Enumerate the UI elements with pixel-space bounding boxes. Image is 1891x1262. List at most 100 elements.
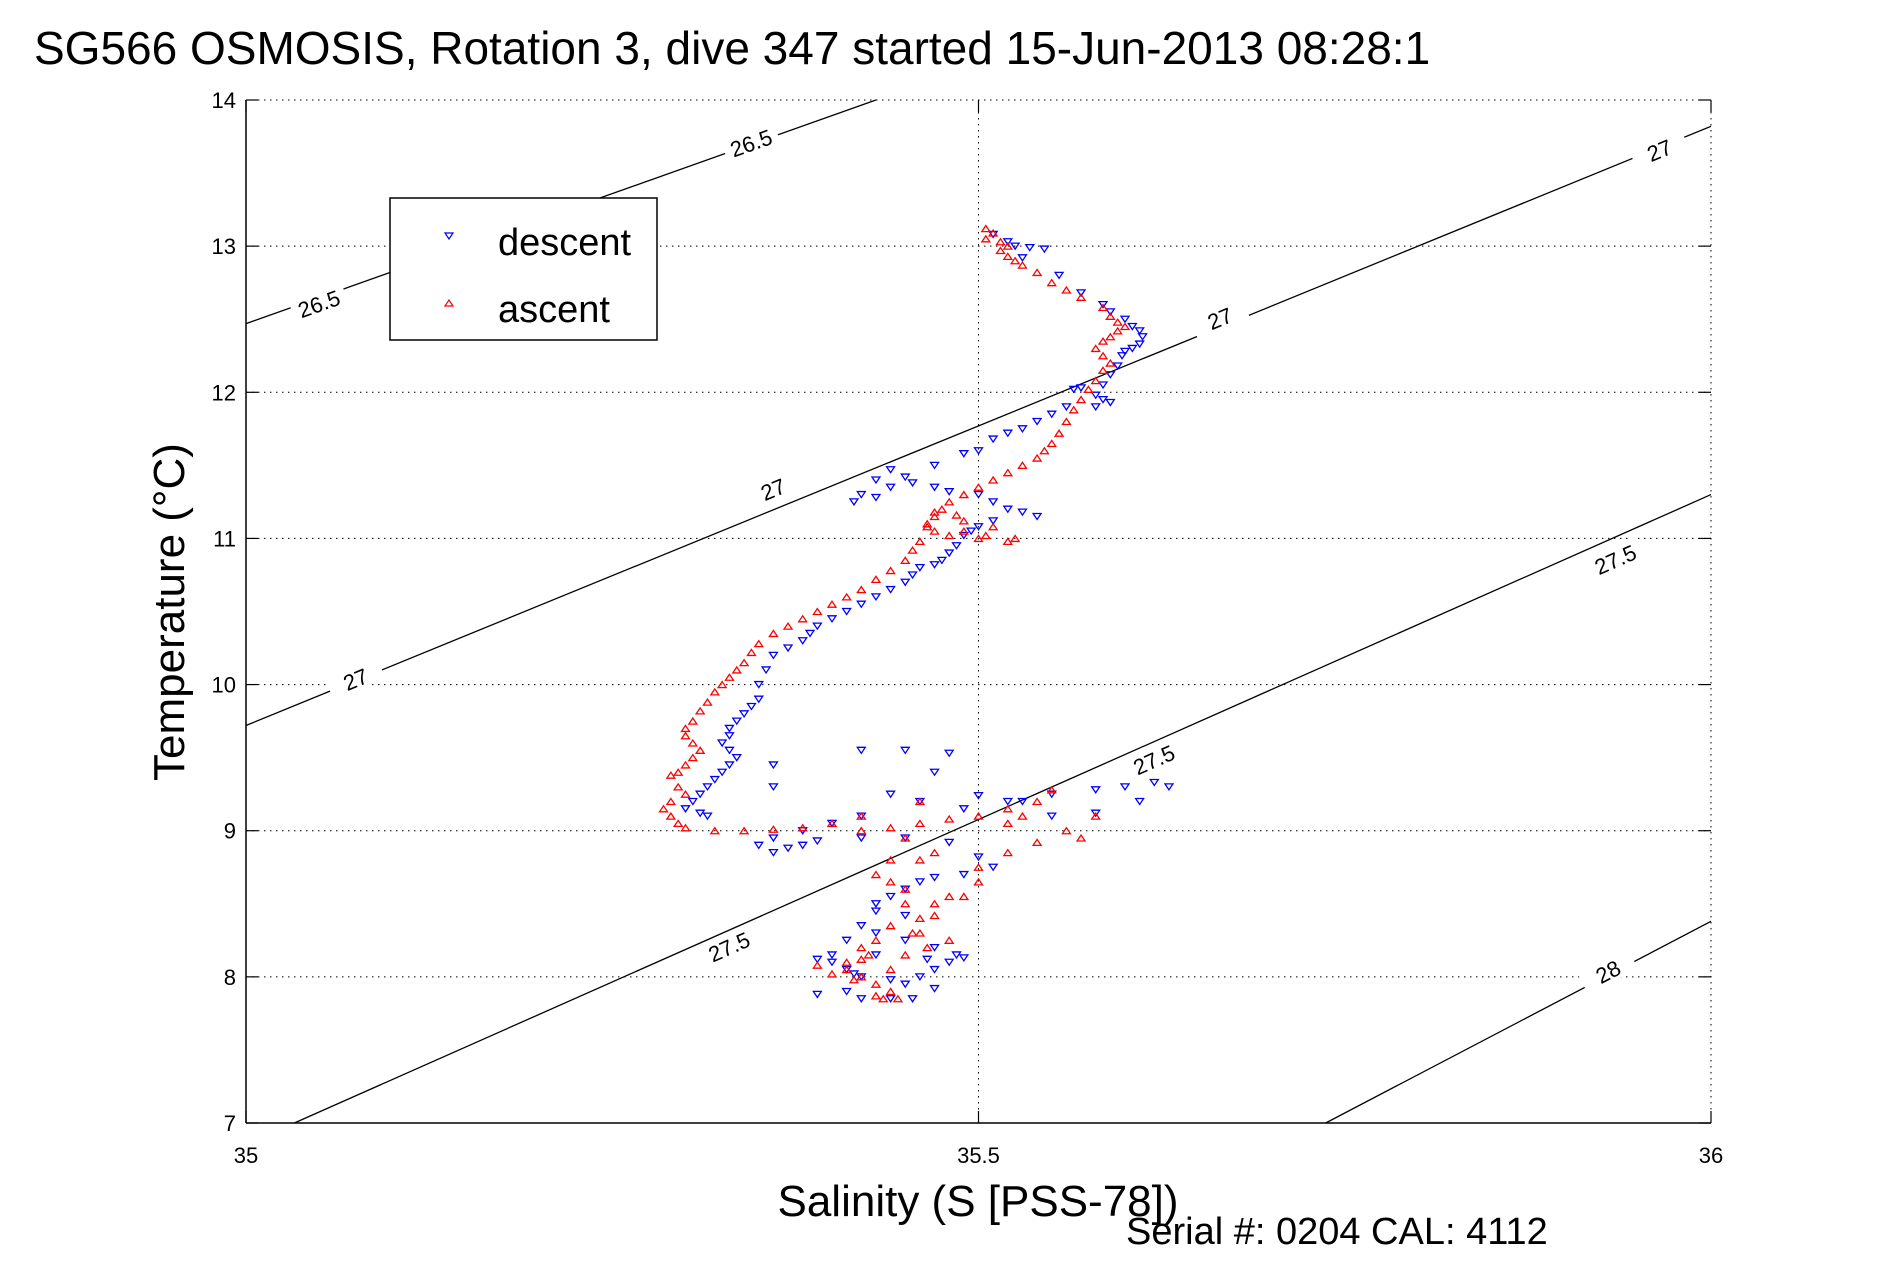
- ascent-point: [1075, 833, 1087, 842]
- descent-point: [929, 984, 940, 993]
- y-tick-label: 13: [212, 234, 236, 259]
- contour-label-gap: [1189, 295, 1250, 340]
- ascent-point: [914, 914, 926, 923]
- ascent-point: [768, 629, 779, 638]
- descent-point: [900, 473, 911, 482]
- descent-point: [856, 834, 867, 843]
- ascent-point: [680, 724, 691, 733]
- descent-point: [914, 973, 926, 982]
- density-contour-line: [245, 125, 1712, 727]
- y-ticks: 7 8 9 10 11 12 13 14: [212, 88, 1711, 1136]
- descent-point: [1075, 289, 1087, 298]
- ascent-point: [878, 994, 889, 1003]
- ascent-point: [863, 950, 874, 959]
- descent-point: [973, 490, 984, 499]
- descent-point: [929, 873, 940, 882]
- ascent-point: [958, 526, 970, 535]
- x-tick-label: 35.5: [957, 1143, 1000, 1168]
- descent-point: [907, 571, 918, 580]
- descent-point: [724, 724, 735, 733]
- descent-point: [841, 987, 852, 996]
- ascent-point: [929, 512, 940, 521]
- ascent-point: [1075, 293, 1087, 301]
- contour-label-gap: [720, 121, 782, 163]
- ascent-point: [914, 928, 926, 937]
- descent-point: [914, 878, 926, 887]
- descent-point: [958, 954, 970, 963]
- ascent-point: [768, 825, 779, 833]
- ascent-point: [870, 870, 882, 879]
- descent-point: [1137, 333, 1148, 341]
- ascent-point: [870, 979, 882, 988]
- ascent-point: [680, 790, 691, 798]
- ascent-point: [1112, 317, 1123, 326]
- ascent-point: [1097, 366, 1109, 375]
- ascent-point: [987, 475, 999, 484]
- ascent-point: [658, 804, 669, 813]
- descent-point: [870, 951, 882, 960]
- descent-point: [900, 578, 911, 587]
- ascent-point: [782, 621, 794, 630]
- descent-point: [702, 812, 713, 821]
- ascent-point: [929, 911, 940, 920]
- ascent-point: [1039, 446, 1050, 455]
- ascent-point: [738, 658, 750, 667]
- descent-point: [929, 561, 940, 569]
- ascent-point: [738, 826, 750, 835]
- descent-point: [768, 848, 779, 857]
- ascent-point: [885, 823, 896, 832]
- ascent-point: [1002, 468, 1014, 477]
- descent-point: [1127, 344, 1138, 353]
- descent-point: [885, 585, 896, 594]
- descent-point: [1002, 797, 1014, 806]
- density-contour-label-group: 27: [324, 656, 386, 701]
- ascent-point: [1090, 811, 1101, 820]
- descent-point: [870, 929, 882, 938]
- descent-point: [973, 853, 984, 862]
- descent-point: [929, 461, 940, 470]
- ascent-point: [995, 246, 1006, 255]
- descent-point: [987, 517, 999, 526]
- descent-point: [929, 483, 940, 492]
- ascent-point: [1009, 256, 1021, 265]
- descent-point: [1097, 381, 1109, 390]
- descent-point: [709, 775, 721, 784]
- legend-ascent-marker: [443, 298, 455, 307]
- ascent-point: [870, 575, 882, 583]
- descent-point: [1105, 398, 1116, 407]
- ascent-point: [958, 490, 970, 499]
- descent-point: [1105, 308, 1116, 317]
- ascent-point: [812, 960, 823, 969]
- descent-point: [885, 466, 896, 474]
- ascent-point: [1068, 405, 1079, 414]
- descent-point: [753, 680, 764, 689]
- ascent-point: [885, 921, 896, 930]
- ascent-point: [900, 884, 911, 893]
- descent-point: [951, 542, 962, 550]
- ascent-point: [694, 746, 706, 754]
- descent-point: [1134, 340, 1145, 349]
- ascent-point: [724, 673, 735, 681]
- descent-point: [907, 995, 918, 1003]
- ascent-point: [1061, 826, 1072, 835]
- ascent-point: [680, 731, 691, 740]
- descent-point: [680, 805, 691, 813]
- density-contour-label-group: 27: [742, 466, 804, 511]
- descent-point: [702, 783, 713, 792]
- ascent-point: [709, 826, 721, 835]
- ascent-point: [1002, 241, 1014, 250]
- descent-point: [768, 651, 779, 660]
- ascent-point: [943, 892, 955, 901]
- legend: descent ascent: [389, 197, 658, 341]
- ascent-point: [922, 519, 933, 528]
- descent-point: [1090, 391, 1101, 400]
- descent-point: [856, 922, 867, 930]
- ascent-point: [848, 975, 860, 984]
- ascent-point: [1112, 326, 1123, 335]
- contour-label-gap: [288, 282, 349, 324]
- descent-point: [965, 527, 977, 536]
- ascent-point: [885, 987, 896, 996]
- descent-point: [812, 837, 823, 846]
- ascent-point: [900, 556, 911, 564]
- y-tick-label: 7: [224, 1111, 236, 1136]
